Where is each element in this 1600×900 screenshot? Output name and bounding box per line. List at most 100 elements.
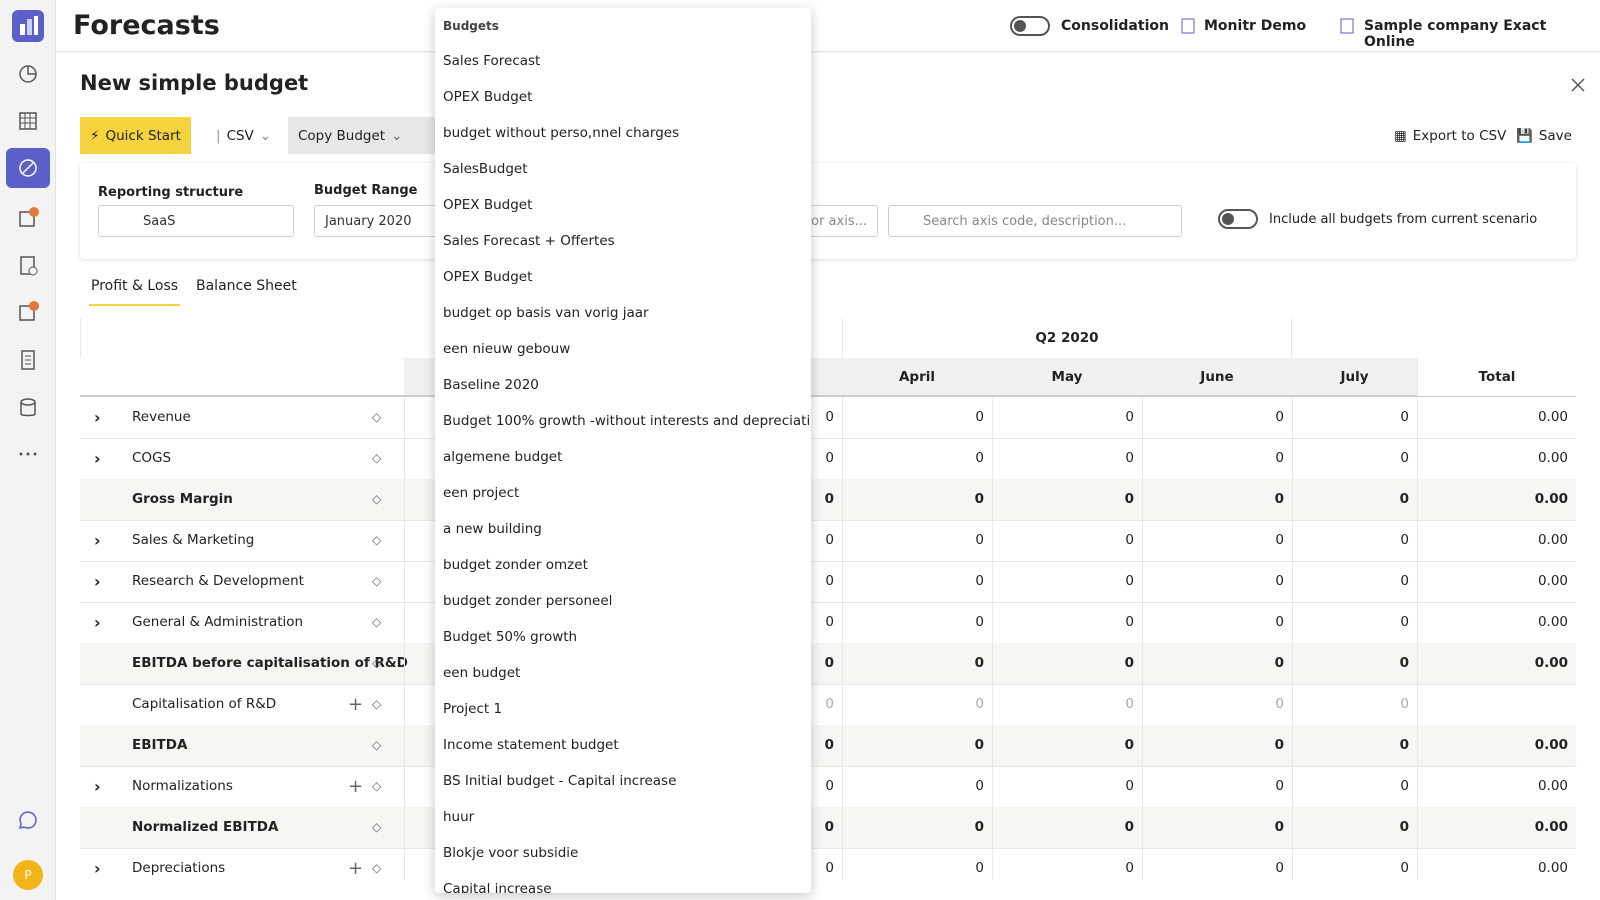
value-cell[interactable]: 0: [842, 643, 992, 684]
dropdown-item[interactable]: budget zonder personeel: [443, 593, 613, 609]
value-cell[interactable]: 0: [1292, 643, 1417, 684]
export-button[interactable]: ▦ Export to CSV: [1394, 127, 1507, 144]
value-cell[interactable]: 0: [1142, 479, 1292, 520]
clear-button[interactable]: ◇: [372, 492, 382, 506]
value-cell[interactable]: 0: [842, 520, 992, 561]
value-cell[interactable]: 0: [404, 438, 842, 479]
dropdown-item[interactable]: OPEX Budget: [443, 269, 533, 285]
value-cell[interactable]: 0: [404, 397, 842, 438]
add-button[interactable]: +: [348, 858, 364, 879]
value-cell[interactable]: 0: [992, 397, 1142, 438]
expand-chevron[interactable]: ›: [94, 859, 101, 878]
value-cell[interactable]: 0: [842, 438, 992, 479]
expand-chevron[interactable]: ›: [94, 572, 101, 591]
value-cell[interactable]: 0: [404, 643, 842, 684]
organization[interactable]: Monitr Demo: [1204, 18, 1307, 34]
value-cell[interactable]: 0: [1292, 807, 1417, 848]
expand-chevron[interactable]: ›: [94, 408, 101, 427]
nav-icon[interactable]: [16, 206, 40, 230]
value-cell[interactable]: 0: [1292, 520, 1417, 561]
value-cell[interactable]: 0: [992, 479, 1142, 520]
nav-icon[interactable]: [16, 348, 40, 372]
value-cell[interactable]: 0: [1142, 602, 1292, 643]
dropdown-item[interactable]: een budget: [443, 665, 521, 681]
avatar[interactable]: P: [13, 860, 43, 890]
dropdown-item[interactable]: Budget 50% growth: [443, 629, 578, 645]
value-cell[interactable]: 0: [1292, 684, 1417, 725]
value-cell[interactable]: 0: [842, 602, 992, 643]
value-cell[interactable]: 0: [404, 520, 842, 561]
dropdown-item[interactable]: budget zonder omzet: [443, 557, 588, 573]
dropdown-item[interactable]: Budget 100% growth -without interests an…: [443, 413, 811, 429]
dropdown-item[interactable]: Project 1: [443, 701, 503, 717]
search-axis[interactable]: Search axis code, description...: [888, 205, 1182, 237]
include-toggle[interactable]: [1218, 209, 1258, 229]
clear-button[interactable]: ◇: [372, 615, 382, 629]
nav-icon[interactable]: [16, 109, 40, 133]
value-cell[interactable]: 0: [1142, 520, 1292, 561]
value-cell[interactable]: 0: [992, 848, 1142, 880]
dropdown-item[interactable]: een nieuw gebouw: [443, 341, 571, 357]
clear-button[interactable]: ◇: [372, 451, 382, 465]
clear-button[interactable]: ◇: [372, 738, 382, 752]
add-button[interactable]: +: [348, 694, 364, 715]
value-cell[interactable]: 0: [992, 725, 1142, 766]
value-cell[interactable]: 0: [992, 684, 1142, 725]
clear-button[interactable]: ◇: [372, 656, 382, 670]
value-cell[interactable]: 0: [842, 807, 992, 848]
value-cell[interactable]: 0: [1142, 848, 1292, 880]
value-cell[interactable]: 0: [992, 807, 1142, 848]
dropdown-item[interactable]: budget op basis van vorig jaar: [443, 305, 649, 321]
clear-button[interactable]: ◇: [372, 533, 382, 547]
nav-active[interactable]: [6, 148, 50, 188]
tab[interactable]: Balance Sheet: [196, 278, 297, 294]
value-cell[interactable]: 0: [1142, 766, 1292, 807]
nav-icon[interactable]: [16, 300, 40, 324]
clear-button[interactable]: ◇: [372, 861, 382, 875]
value-cell[interactable]: 0: [842, 766, 992, 807]
value-cell[interactable]: 0: [1142, 643, 1292, 684]
clear-button[interactable]: ◇: [372, 697, 382, 711]
value-cell[interactable]: 0: [1292, 397, 1417, 438]
dropdown-item[interactable]: huur: [443, 809, 475, 825]
add-button[interactable]: +: [348, 776, 364, 797]
quick-start-button[interactable]: ⚡ Quick Start: [80, 117, 191, 154]
close-button[interactable]: [1570, 77, 1586, 93]
value-cell[interactable]: 0: [1142, 807, 1292, 848]
clear-button[interactable]: ◇: [372, 574, 382, 588]
nav-icon[interactable]: [16, 396, 40, 420]
dropdown-item[interactable]: SalesBudget: [443, 161, 528, 177]
dropdown-item[interactable]: algemene budget: [443, 449, 563, 465]
consolidation-toggle[interactable]: [1010, 16, 1050, 36]
value-cell[interactable]: 0: [404, 766, 842, 807]
value-cell[interactable]: 0: [992, 602, 1142, 643]
value-cell[interactable]: 0: [1292, 725, 1417, 766]
value-cell[interactable]: 0: [842, 479, 992, 520]
value-cell[interactable]: 0: [842, 725, 992, 766]
value-cell[interactable]: 0: [404, 561, 842, 602]
value-cell[interactable]: 0: [404, 807, 842, 848]
clear-button[interactable]: ◇: [372, 410, 382, 424]
tab-active[interactable]: Profit & Loss: [89, 278, 181, 306]
expand-chevron[interactable]: ›: [94, 449, 101, 468]
value-cell[interactable]: 0: [1292, 848, 1417, 880]
value-cell[interactable]: 0: [992, 643, 1142, 684]
value-cell[interactable]: 0: [992, 438, 1142, 479]
value-cell[interactable]: 0: [1292, 479, 1417, 520]
dropdown-item[interactable]: Capital increase: [443, 881, 552, 893]
value-cell[interactable]: 0: [842, 848, 992, 880]
dropdown-item[interactable]: budget without perso,nnel charges: [443, 125, 680, 141]
dropdown-item[interactable]: BS Initial budget - Capital increase: [443, 773, 677, 789]
value-cell[interactable]: 0: [404, 848, 842, 880]
dropdown-item[interactable]: Baseline 2020: [443, 377, 539, 393]
nav-more[interactable]: [16, 442, 40, 466]
csv-button[interactable]: | CSV ⌄: [216, 127, 272, 144]
value-cell[interactable]: 0: [404, 602, 842, 643]
value-cell[interactable]: 0: [404, 725, 842, 766]
clear-button[interactable]: ◇: [372, 820, 382, 834]
nav-icon[interactable]: [16, 62, 40, 86]
value-cell[interactable]: 0: [1292, 561, 1417, 602]
value-cell[interactable]: 0: [1292, 766, 1417, 807]
copy-budget-button[interactable]: Copy Budget ⌄: [288, 117, 448, 154]
reporting-select[interactable]: SaaS: [98, 205, 294, 237]
